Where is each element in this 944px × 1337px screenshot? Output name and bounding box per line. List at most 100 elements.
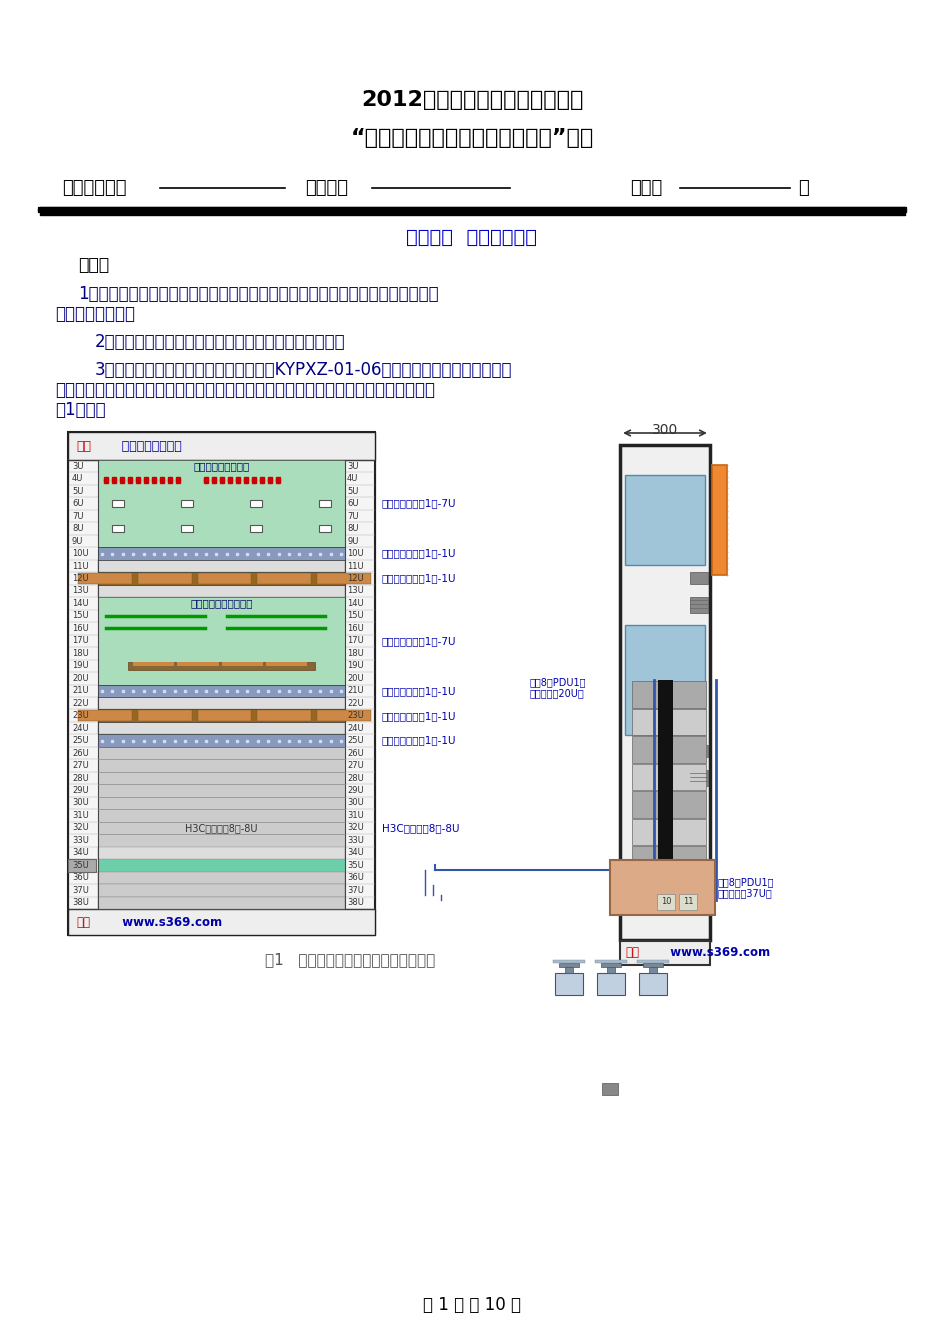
Text: 19U: 19U (72, 662, 89, 670)
Text: 注意：: 注意： (78, 255, 109, 274)
Text: 31U: 31U (72, 812, 89, 820)
Bar (98, 560, 345, 572)
Text: 西元: 西元 (76, 916, 90, 928)
Text: 17U: 17U (346, 636, 363, 646)
Text: 8U: 8U (72, 524, 83, 533)
Text: 西元: 西元 (624, 947, 638, 960)
Text: 10: 10 (660, 897, 671, 906)
Bar (632, 846, 705, 873)
Bar (181, 525, 193, 532)
Bar (689, 770, 707, 786)
Text: 图1所示。: 图1所示。 (55, 401, 106, 418)
Bar (98, 572, 345, 584)
Text: 15U: 15U (346, 611, 363, 620)
Text: 37U: 37U (72, 886, 89, 894)
Bar (68, 909, 375, 935)
Text: 38U: 38U (346, 898, 363, 908)
Text: 6U: 6U (72, 499, 83, 508)
Text: 2012年山东省职业院校技能大赛: 2012年山东省职业院校技能大赛 (361, 90, 582, 110)
Bar (317, 710, 370, 721)
Bar (197, 574, 251, 584)
Bar (68, 432, 375, 460)
Text: 12U: 12U (346, 574, 363, 583)
Text: 26U: 26U (346, 749, 363, 758)
Text: 西元: 西元 (76, 440, 91, 452)
Text: 机位号：: 机位号： (305, 179, 347, 197)
Bar (610, 860, 715, 915)
Text: 9U: 9U (346, 536, 358, 545)
Bar (638, 973, 666, 995)
Bar (68, 860, 96, 872)
Bar (624, 475, 704, 566)
Bar (257, 710, 311, 721)
Text: 西元跳线测试仪1台-7U: 西元跳线测试仪1台-7U (381, 499, 456, 508)
Bar (632, 709, 705, 735)
Bar (197, 710, 251, 721)
Bar (632, 792, 705, 817)
Bar (257, 574, 311, 584)
Text: 20U: 20U (72, 674, 89, 683)
Text: 38U: 38U (72, 898, 89, 908)
Bar (250, 500, 261, 508)
Text: 5U: 5U (346, 487, 358, 496)
Text: 32U: 32U (346, 824, 363, 833)
Text: 24U: 24U (346, 723, 363, 733)
Text: 竞赛队编号：: 竞赛队编号： (62, 179, 126, 197)
Bar (98, 897, 345, 909)
Bar (98, 722, 345, 734)
Text: 27U: 27U (346, 761, 363, 770)
Text: 3、本次竞赛以西元网络配线端接装置（KYPXZ-01-06）为平台，网络设备、网络跳: 3、本次竞赛以西元网络配线端接装置（KYPXZ-01-06）为平台，网络设备、网… (95, 361, 512, 378)
Bar (657, 681, 666, 900)
Text: 式的识别性标记。: 式的识别性标记。 (55, 305, 135, 324)
Text: 26U: 26U (72, 749, 89, 758)
Text: 18U: 18U (346, 648, 363, 658)
Text: 线测试仪、网络压接线实验仪等竞赛设备已经全部安装到竞赛平台上，设备安装位置如: 线测试仪、网络压接线实验仪等竞赛设备已经全部安装到竞赛平台上，设备安装位置如 (55, 381, 434, 398)
Text: 13U: 13U (72, 587, 89, 595)
Text: 10U: 10U (346, 550, 363, 558)
Text: 35U: 35U (72, 861, 89, 870)
Bar (600, 963, 620, 967)
Bar (665, 681, 672, 900)
Bar (679, 894, 697, 910)
Text: 14U: 14U (346, 599, 363, 608)
Bar (319, 500, 330, 508)
Bar (632, 818, 705, 845)
Text: 西元通信融线架1台-1U: 西元通信融线架1台-1U (381, 711, 456, 721)
Text: 西元网络跳线测试仪: 西元网络跳线测试仪 (194, 461, 249, 471)
Text: 4U: 4U (346, 475, 358, 483)
Text: H3C网络设备8台-8U: H3C网络设备8台-8U (381, 824, 459, 833)
Text: 图1   西元网络配线端接装置设备安装图: 图1 西元网络配线端接装置设备安装图 (264, 952, 434, 968)
Text: H3C网络设备8台-8U: H3C网络设备8台-8U (185, 824, 258, 833)
Text: 12U: 12U (72, 574, 89, 583)
Bar (632, 735, 705, 762)
Text: 37U: 37U (346, 886, 363, 894)
Bar (689, 745, 707, 757)
Text: 19U: 19U (346, 662, 363, 670)
Bar (595, 960, 626, 963)
Text: “计算机网络组建与信息安全技术”样题: “计算机网络组建与信息安全技术”样题 (350, 128, 593, 148)
Bar (265, 662, 307, 666)
Bar (98, 846, 345, 860)
Text: 7U: 7U (346, 512, 358, 520)
Text: 第 1 页 共 10 页: 第 1 页 共 10 页 (423, 1296, 520, 1314)
Bar (632, 681, 705, 707)
Text: 3U: 3U (72, 461, 83, 471)
Bar (642, 963, 663, 967)
Bar (98, 734, 345, 747)
Text: 28U: 28U (72, 774, 89, 782)
Text: 西元通信融线架1台-1U: 西元通信融线架1台-1U (381, 574, 456, 583)
Text: 5U: 5U (72, 487, 83, 496)
Text: 21U: 21U (72, 686, 89, 695)
Bar (98, 872, 345, 884)
Bar (98, 710, 345, 722)
Text: 25U: 25U (346, 737, 363, 745)
Text: 网络配线端接装置: 网络配线端接装置 (113, 440, 181, 452)
Text: 11U: 11U (346, 562, 363, 571)
Text: 34U: 34U (346, 849, 363, 857)
Bar (624, 624, 704, 735)
Text: 10U: 10U (72, 550, 89, 558)
Bar (552, 960, 584, 963)
Text: 分: 分 (797, 179, 808, 197)
Bar (138, 574, 192, 584)
Text: 29U: 29U (72, 786, 89, 796)
